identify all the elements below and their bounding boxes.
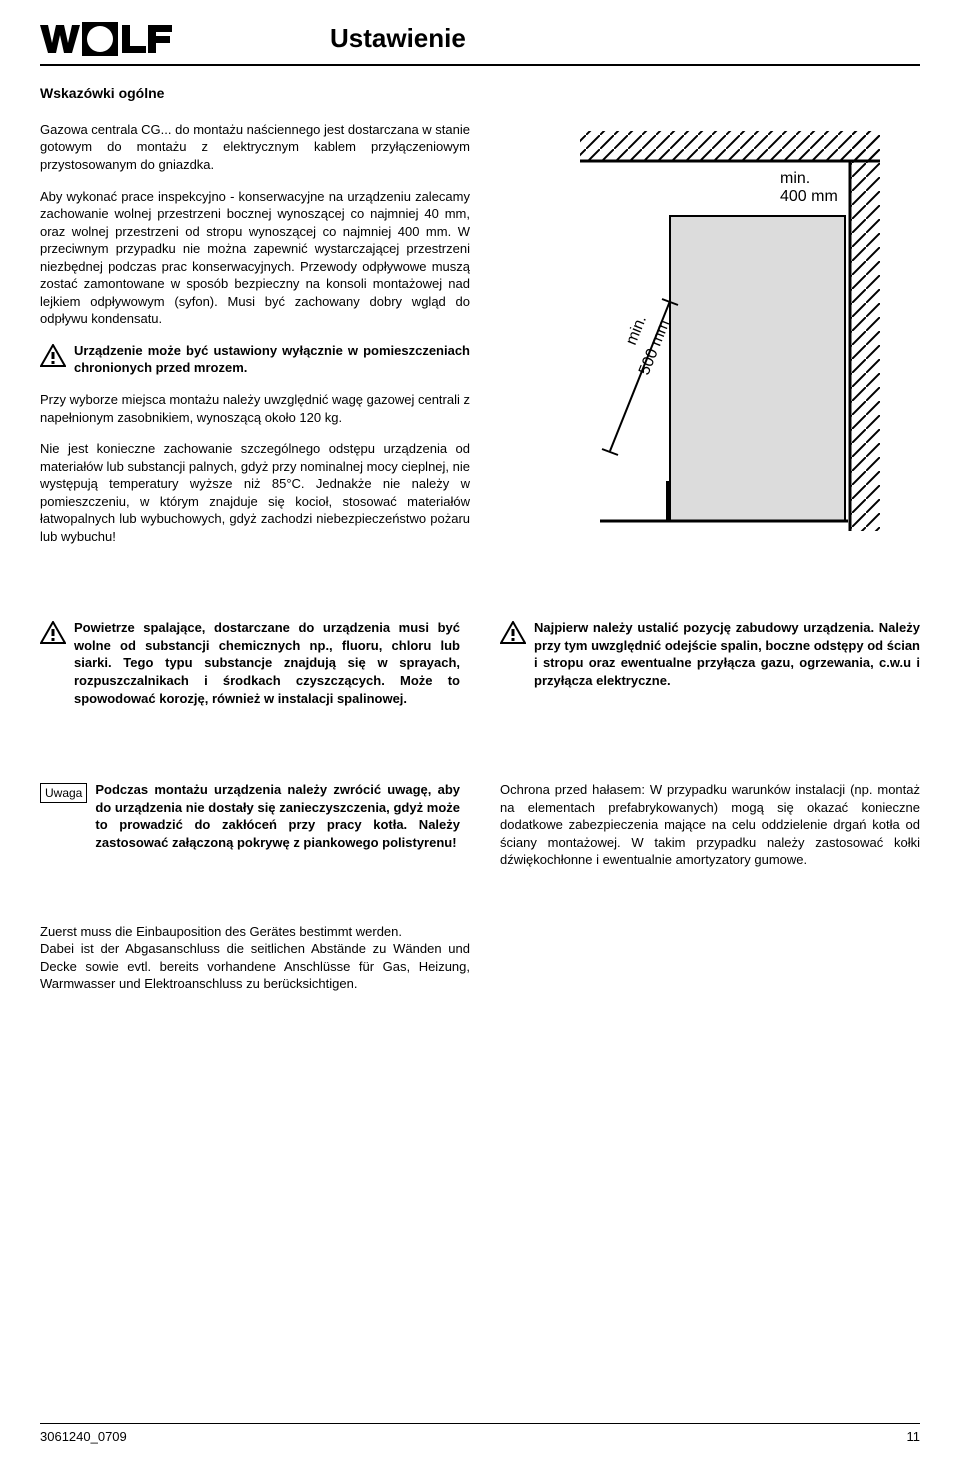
warning-air-text: Powietrze spalające, dostarczane do urzą… (74, 619, 460, 707)
footer-page-number: 11 (907, 1428, 921, 1446)
clearance-diagram: min. 400 mm min. 500 mm (530, 121, 890, 541)
warning-air: Powietrze spalające, dostarczane do urzą… (40, 619, 460, 707)
paragraph-intro: Gazowa centrala CG... do montażu naścien… (40, 121, 470, 174)
page-footer: 3061240_0709 11 (40, 1423, 920, 1446)
warning-position-text: Najpierw należy ustalić pozycję zabudowy… (534, 619, 920, 689)
footer-doc-id: 3061240_0709 (40, 1428, 127, 1446)
german-para-2: Dabei ist der Abgasanschluss die seitlic… (40, 940, 470, 993)
warning-icon (500, 621, 526, 689)
uwaga-label: Uwaga (40, 783, 87, 803)
header: Ustawienie (40, 20, 920, 66)
uwaga-text: Podczas montażu urządzenia należy zwróci… (95, 781, 460, 851)
diagram-label-top-min: min. (780, 170, 810, 187)
warning-icon (40, 344, 66, 377)
warning-frost: Urządzenie może być ustawiony wyłącznie … (40, 342, 470, 377)
subtitle: Wskazówki ogólne (40, 84, 920, 103)
diagram-label-side-min: min. (623, 313, 650, 347)
warning-text: Urządzenie może być ustawiony wyłącznie … (74, 342, 470, 377)
diagram-label-top-400: 400 mm (780, 188, 838, 205)
paragraph-fire: Nie jest konieczne zachowanie szczególne… (40, 440, 470, 545)
german-para-1: Zuerst muss die Einbauposition des Gerät… (40, 923, 470, 941)
paragraph-maintenance: Aby wykonać prace inspekcyjno - konserwa… (40, 188, 470, 328)
noise-protection-text: Ochrona przed hałasem: W przypadku warun… (500, 781, 920, 869)
warning-position: Najpierw należy ustalić pozycję zabudowy… (500, 619, 920, 689)
warning-icon (40, 621, 66, 707)
paragraph-weight: Przy wyborze miejsca montażu należy uwzg… (40, 391, 470, 426)
uwaga-block: Uwaga Podczas montażu urządzenia należy … (40, 781, 460, 851)
wolf-logo (40, 20, 180, 58)
page-title: Ustawienie (330, 21, 466, 56)
